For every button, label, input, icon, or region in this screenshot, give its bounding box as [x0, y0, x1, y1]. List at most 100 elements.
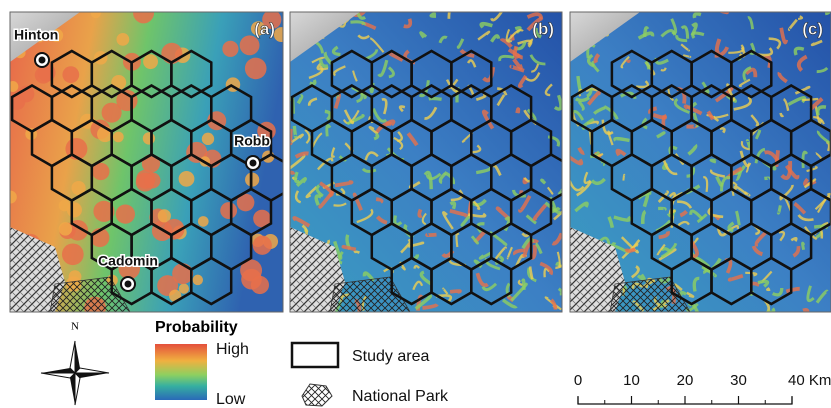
texture	[494, 246, 507, 260]
texture	[501, 298, 518, 309]
hotspot	[93, 200, 115, 222]
texture	[292, 216, 311, 228]
texture	[787, 18, 798, 31]
texture	[790, 236, 798, 242]
national-park	[609, 276, 691, 312]
hotspot	[240, 259, 263, 282]
texture	[460, 212, 473, 227]
texture	[318, 59, 329, 69]
texture	[314, 194, 322, 206]
texture	[450, 189, 464, 202]
texture	[311, 56, 326, 64]
town-dot	[249, 159, 257, 167]
texture	[421, 212, 427, 226]
hillshade	[290, 12, 360, 62]
texture	[677, 220, 690, 227]
texture	[438, 35, 448, 44]
texture	[341, 244, 357, 252]
texture	[745, 163, 750, 174]
hotspot	[178, 283, 190, 294]
texture	[490, 12, 504, 22]
texture	[586, 87, 598, 92]
hotspot	[61, 243, 84, 266]
texture	[540, 178, 547, 185]
texture	[754, 231, 767, 247]
texture	[796, 54, 808, 72]
texture	[607, 130, 614, 146]
texture	[815, 289, 829, 304]
texture	[385, 119, 396, 127]
texture	[593, 106, 606, 115]
texture	[343, 109, 355, 125]
texture	[544, 296, 562, 311]
texture	[701, 265, 717, 278]
texture	[304, 129, 311, 144]
texture	[337, 250, 344, 265]
hotspot	[250, 21, 266, 36]
texture	[687, 143, 698, 156]
texture	[333, 92, 341, 110]
texture	[601, 119, 614, 135]
texture	[290, 133, 304, 144]
texture	[714, 46, 730, 58]
scale-label: 30	[730, 372, 747, 389]
scale-label: 10	[623, 372, 640, 389]
hotspot	[92, 162, 110, 181]
hotspot	[143, 54, 158, 70]
texture	[728, 44, 745, 54]
texture	[680, 25, 690, 39]
texture	[675, 34, 688, 43]
texture	[692, 276, 700, 292]
legend-low: Low	[216, 391, 246, 408]
hotspot	[68, 270, 82, 284]
texture	[387, 66, 395, 79]
hotspot	[101, 102, 122, 123]
texture	[815, 152, 823, 160]
study-hexagon	[809, 153, 831, 202]
texture	[549, 298, 558, 310]
texture	[574, 96, 591, 103]
texture	[806, 285, 815, 303]
texture	[763, 150, 781, 164]
texture	[438, 172, 447, 184]
texture	[477, 30, 491, 41]
texture	[377, 59, 389, 78]
texture	[472, 200, 481, 211]
texture	[557, 287, 562, 296]
legend-title: Probability	[155, 319, 238, 336]
texture	[640, 209, 647, 224]
texture	[528, 266, 534, 280]
texture	[494, 255, 504, 266]
texture	[529, 54, 546, 66]
texture	[499, 38, 513, 49]
texture	[816, 66, 829, 74]
texture	[652, 112, 668, 120]
texture	[636, 273, 646, 282]
texture	[422, 303, 439, 310]
legend-national-park: National Park	[352, 388, 449, 405]
texture	[593, 53, 601, 64]
texture	[525, 214, 537, 225]
scale-label: 0	[574, 372, 582, 389]
texture	[534, 242, 543, 255]
texture	[586, 53, 595, 68]
texture	[570, 102, 572, 106]
hotspot	[239, 35, 260, 56]
texture	[524, 72, 541, 82]
texture	[323, 51, 333, 65]
texture	[740, 140, 751, 151]
texture	[350, 20, 366, 26]
texture	[587, 90, 601, 106]
texture	[742, 66, 752, 82]
texture	[470, 235, 479, 245]
texture	[353, 250, 360, 254]
hotspot	[90, 12, 101, 19]
texture	[689, 209, 704, 221]
texture	[397, 131, 403, 143]
texture	[332, 65, 346, 77]
panel-label: (b)	[532, 19, 554, 38]
town-dot	[124, 280, 132, 288]
texture	[683, 104, 703, 116]
texture	[362, 271, 375, 282]
texture	[475, 93, 487, 102]
